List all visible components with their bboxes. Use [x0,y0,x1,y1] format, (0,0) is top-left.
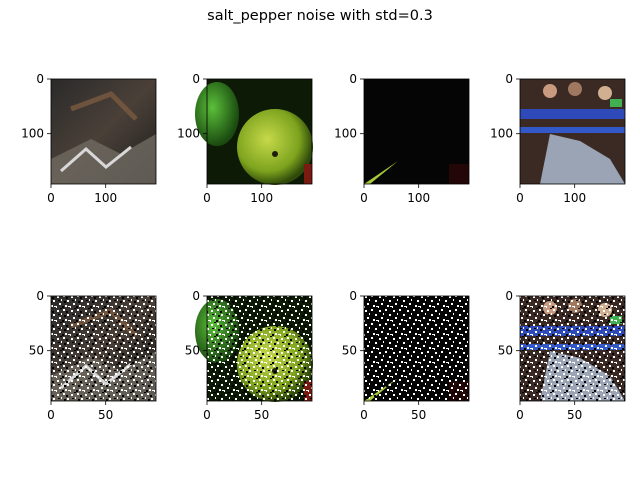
panel-image-r0-c0 [51,79,156,184]
panel-image-r0-c3 [520,79,625,184]
x-tick-label: 0 [516,191,524,205]
axes-frame [519,78,626,185]
y-tick-label: 100 [21,127,44,141]
panel-image-r1-c1 [195,296,313,402]
x-tick-label: 0 [360,408,368,422]
panel-r0-c3: 0 100 0 100 [490,72,626,205]
y-tick-label: 0 [192,289,200,303]
noise-overlay [207,296,312,401]
panel-image-r1-c3 [520,296,625,401]
x-tick-label: 100 [563,191,586,205]
x-tick-label: 50 [98,408,113,422]
axes-frame [363,295,470,402]
panel-r1-c1: 0 50 0 50 [185,289,313,422]
noise-overlay [364,296,469,401]
panel-image-r1-c0 [51,296,156,401]
y-tick-label: 50 [185,344,200,358]
y-tick-label: 100 [334,127,357,141]
noise-overlay [520,296,625,401]
y-tick-label: 100 [177,127,200,141]
axes-frame [50,78,157,185]
panel-r1-c3: 0 50 0 50 [498,289,626,422]
y-tick-label: 0 [349,72,357,86]
axes-frame [206,295,313,402]
axes-frame [519,295,626,402]
x-tick-label: 0 [360,191,368,205]
panel-r0-c1: 0 100 0 100 [177,72,313,205]
panel-image-r0-c1 [195,79,313,185]
y-tick-label: 0 [505,289,513,303]
panel-r1-c0: 0 50 0 50 [29,289,157,422]
x-tick-label: 100 [94,191,117,205]
panel-r1-c2: 0 50 0 50 [342,289,470,422]
y-tick-label: 50 [29,344,44,358]
y-tick-label: 0 [505,72,513,86]
x-tick-label: 50 [567,408,582,422]
x-tick-label: 0 [516,408,524,422]
y-tick-label: 50 [498,344,513,358]
y-tick-label: 0 [36,72,44,86]
panel-image-r1-c2 [364,296,469,401]
figure-title: salt_pepper noise with std=0.3 [207,8,433,24]
y-tick-label: 100 [490,127,513,141]
panel-r0-c0: 0 100 0 100 [21,72,157,205]
x-tick-label: 0 [203,191,211,205]
x-tick-label: 0 [203,408,211,422]
noise-overlay [51,296,156,401]
axes-frame [363,78,470,185]
x-tick-label: 100 [250,191,273,205]
y-tick-label: 0 [192,72,200,86]
x-tick-label: 0 [47,191,55,205]
axes-frame [50,295,157,402]
y-tick-label: 0 [349,289,357,303]
x-tick-label: 50 [254,408,269,422]
x-tick-label: 0 [47,408,55,422]
axes-frame [206,78,313,185]
y-tick-label: 0 [36,289,44,303]
y-tick-label: 50 [342,344,357,358]
panel-image-r0-c2 [364,79,469,184]
x-tick-label: 50 [411,408,426,422]
panel-r0-c2: 0 100 0 100 [334,72,470,205]
x-tick-label: 100 [407,191,430,205]
